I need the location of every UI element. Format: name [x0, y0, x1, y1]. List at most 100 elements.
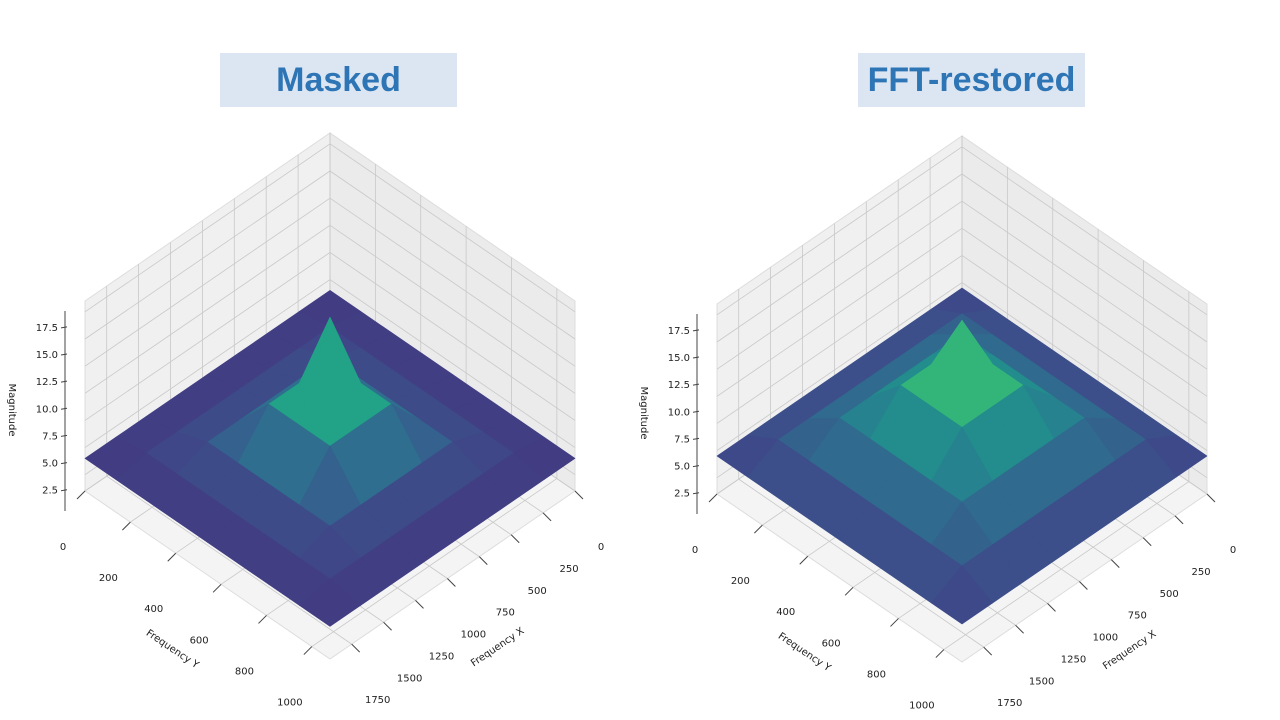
tick-mark	[60, 380, 68, 383]
grid-line	[84, 252, 331, 421]
tick-mark	[692, 383, 700, 386]
tick-mark	[1079, 581, 1088, 590]
y-tick-label: 0	[60, 542, 66, 553]
grid-line	[84, 224, 331, 394]
grid-line	[329, 143, 576, 313]
x-tick-label: 1250	[429, 651, 454, 662]
tick-mark	[983, 646, 993, 656]
z-tick-label: 5.0	[674, 462, 690, 473]
tick-mark	[708, 493, 718, 503]
tick-mark	[122, 521, 131, 531]
z-tick-label: 17.5	[36, 323, 58, 334]
tick-mark	[60, 489, 68, 492]
tick-mark	[890, 618, 899, 627]
tick-mark	[1015, 624, 1024, 634]
z-tick-label: 5.0	[42, 459, 58, 470]
chart-title: Masked	[220, 53, 457, 107]
y-tick-label: 1000	[909, 701, 934, 712]
chart-title: FFT-restored	[858, 53, 1085, 107]
tick-mark	[844, 586, 854, 596]
grid-line	[84, 279, 331, 448]
surface-cell	[931, 565, 993, 625]
tick-mark	[60, 353, 68, 356]
grid-line	[329, 252, 576, 421]
x-tick-label: 1750	[997, 698, 1022, 709]
z-tick-label: 12.5	[668, 380, 690, 391]
grid-line	[329, 170, 576, 340]
tick-mark	[692, 492, 700, 495]
tick-mark	[754, 524, 763, 534]
tick-mark	[1174, 515, 1184, 525]
grid-line	[716, 282, 963, 451]
tick-mark	[76, 490, 86, 500]
tick-mark	[692, 356, 700, 359]
grid-line	[106, 475, 352, 645]
grid-line	[84, 143, 331, 313]
grid-line	[84, 170, 331, 340]
tick-mark	[60, 462, 68, 465]
x-tick-label: 1250	[1061, 654, 1086, 665]
grid-line	[329, 279, 576, 448]
z-axis-label: Magnitude	[638, 387, 649, 440]
y-tick-label: 200	[731, 576, 750, 587]
y-tick-label: 200	[99, 573, 118, 584]
tick-mark	[351, 643, 361, 653]
tick-mark	[692, 410, 700, 413]
x-tick-label: 750	[1128, 611, 1147, 622]
tick-mark	[383, 621, 392, 631]
tick-mark	[258, 615, 267, 624]
y-tick-label: 0	[692, 545, 698, 556]
tick-mark	[60, 407, 68, 410]
x-tick-label: 1500	[397, 673, 422, 684]
y-tick-label: 600	[190, 635, 209, 646]
grid-line	[961, 200, 1208, 370]
z-tick-label: 15.0	[36, 350, 58, 361]
surface-cell	[299, 578, 361, 627]
z-tick-label: 2.5	[42, 486, 58, 497]
grid-line	[716, 255, 963, 424]
grid-line	[961, 146, 1208, 316]
grid-line	[716, 146, 963, 316]
y-tick-label: 400	[776, 607, 795, 618]
grid-line	[329, 197, 576, 367]
y-tick-label: 800	[235, 666, 254, 677]
x-tick-label: 250	[1192, 567, 1211, 578]
x-tick-label: 1000	[1093, 633, 1118, 644]
grid-line	[716, 200, 963, 370]
x-tick-label: 0	[1230, 545, 1236, 556]
tick-mark	[542, 512, 552, 522]
grid-line	[84, 197, 331, 367]
tick-mark	[1142, 537, 1152, 547]
tick-mark	[799, 555, 809, 565]
tick-mark	[60, 326, 68, 329]
tick-mark	[692, 329, 700, 332]
z-tick-label: 10.0	[668, 407, 690, 418]
tick-mark	[935, 649, 945, 658]
tick-mark	[574, 490, 584, 500]
grid-line	[943, 481, 1190, 650]
y-tick-label: 800	[867, 669, 886, 680]
tick-mark	[303, 646, 313, 655]
tick-mark	[167, 552, 177, 562]
z-tick-label: 10.0	[36, 404, 58, 415]
x-tick-label: 1500	[1029, 676, 1054, 687]
grid-line	[329, 224, 576, 394]
z-tick-label: 17.5	[668, 326, 690, 337]
grid-line	[961, 282, 1208, 451]
grid-line	[311, 478, 558, 647]
tick-mark	[478, 556, 488, 565]
y-tick-label: 400	[144, 604, 163, 615]
tick-mark	[1206, 493, 1216, 503]
tick-mark	[692, 465, 700, 468]
grid-line	[961, 255, 1208, 424]
x-tick-label: 500	[528, 586, 547, 597]
tick-mark	[415, 600, 424, 609]
x-tick-label: 0	[598, 542, 604, 553]
tick-mark	[1047, 603, 1056, 612]
grid-line	[961, 173, 1208, 343]
tick-mark	[510, 534, 520, 544]
y-tick-label: 1000	[277, 698, 302, 709]
z-tick-label: 2.5	[674, 489, 690, 500]
